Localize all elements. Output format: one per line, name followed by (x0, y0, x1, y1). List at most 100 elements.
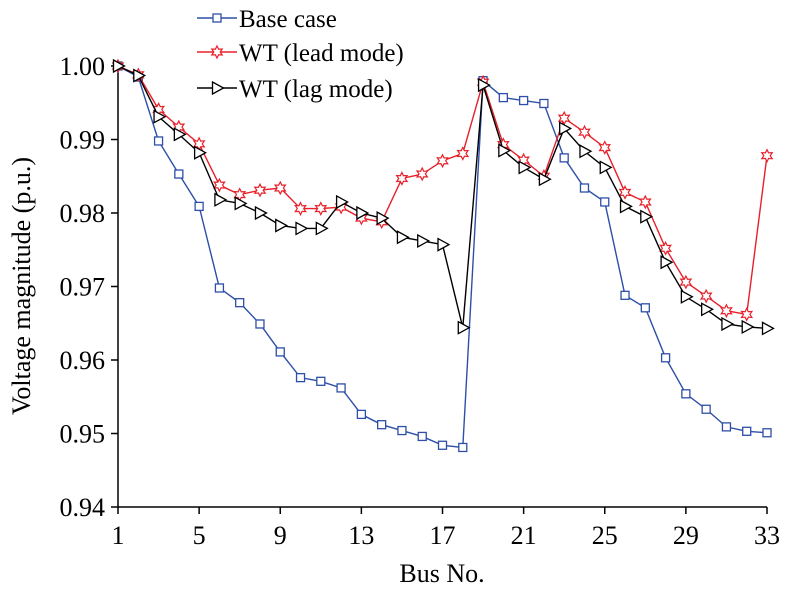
data-point-wt-lag-mode (761, 321, 775, 336)
series-wt-lead-mode (111, 58, 774, 322)
data-point-wt-lag-mode (477, 78, 491, 93)
data-point-wt-lag-mode (133, 68, 147, 83)
x-tick-label: 9 (274, 521, 287, 550)
data-point-base-case (397, 425, 407, 436)
series-wt-lag-mode (112, 58, 775, 336)
data-point-base-case (336, 383, 346, 393)
data-point-wt-lag-mode (335, 194, 349, 210)
data-point-base-case (681, 389, 691, 399)
data-point-wt-lead-mode (679, 274, 693, 290)
data-point-base-case (640, 303, 650, 313)
data-point-wt-lag-mode (214, 192, 228, 207)
data-point-base-case (660, 353, 671, 363)
x-tick-label: 21 (511, 521, 537, 550)
data-point-base-case (356, 409, 367, 420)
y-tick-label: 1.00 (60, 52, 106, 81)
legend-item-base-case: Base case (197, 6, 337, 33)
data-point-base-case (742, 426, 752, 436)
data-point-wt-lead-mode (618, 185, 632, 200)
data-point-base-case (194, 201, 204, 212)
data-point-base-case (539, 98, 549, 109)
data-point-wt-lag-mode (254, 205, 268, 221)
tick-marks (111, 65, 768, 514)
data-point-wt-lag-mode (295, 221, 309, 236)
data-point-wt-lead-mode (213, 177, 226, 193)
y-tick-label: 0.96 (60, 346, 106, 375)
data-point-wt-lag-mode (153, 109, 167, 124)
data-point-base-case (377, 420, 387, 430)
series-line-base-case (117, 65, 768, 449)
data-point-base-case (458, 442, 468, 453)
legend-item-wt-lead-mode: WT (lead mode) (197, 40, 404, 67)
data-point-wt-lag-mode (173, 127, 187, 142)
x-tick-label: 29 (673, 521, 699, 550)
data-point-wt-lag-mode (701, 302, 715, 317)
data-point-base-case (275, 347, 285, 357)
data-point-wt-lag-mode (599, 160, 613, 175)
legend-marker (210, 44, 224, 60)
data-point-wt-lag-mode (417, 233, 431, 249)
data-point-base-case (518, 95, 529, 106)
data-point-wt-lead-mode (294, 201, 307, 216)
data-point-base-case (174, 169, 184, 179)
data-point-base-case (214, 283, 225, 293)
legend-marker (211, 80, 225, 96)
data-point-wt-lead-mode (760, 148, 774, 164)
data-point-wt-lead-mode (598, 140, 612, 155)
data-point-wt-lag-mode (721, 316, 735, 332)
data-point-wt-lag-mode (376, 211, 390, 226)
x-tick-label: 5 (193, 521, 206, 550)
data-point-wt-lead-mode (415, 166, 429, 182)
data-point-wt-lag-mode (619, 199, 633, 214)
x-tick-label: 25 (592, 521, 618, 550)
data-point-wt-lead-mode (436, 153, 449, 169)
data-point-wt-lead-mode (273, 180, 287, 196)
data-point-base-case (437, 440, 448, 450)
x-tick-label: 13 (348, 521, 374, 550)
data-point-base-case (153, 136, 164, 146)
data-point-wt-lag-mode (741, 319, 755, 335)
legend: Base case WT (lead mode) WT (lag mode) (197, 6, 404, 103)
data-point-base-case (701, 404, 711, 414)
data-point-base-case (295, 372, 306, 383)
data-point-wt-lag-mode (518, 160, 532, 175)
series-base-case (113, 61, 772, 453)
y-tick-label: 0.95 (60, 420, 106, 449)
data-point-wt-lag-mode (579, 144, 593, 159)
data-point-wt-lag-mode (660, 255, 674, 270)
y-axis-title: Voltage magnitude (p.u.) (7, 157, 36, 415)
data-point-wt-lag-mode (640, 209, 654, 224)
data-point-base-case (417, 431, 427, 442)
data-point-wt-lead-mode (314, 201, 328, 216)
data-point-wt-lag-mode (193, 145, 207, 160)
data-point-wt-lead-mode (395, 171, 409, 186)
x-tick-label: 17 (430, 521, 456, 550)
data-point-wt-lag-mode (275, 218, 289, 233)
series-group (111, 58, 775, 453)
data-point-wt-lag-mode (559, 121, 573, 136)
data-point-wt-lead-mode (720, 303, 733, 319)
data-point-base-case (255, 319, 265, 329)
data-point-wt-lag-mode (396, 230, 410, 245)
data-point-wt-lag-mode (680, 289, 694, 304)
y-tick-label: 0.99 (60, 126, 106, 155)
data-point-wt-lag-mode (498, 143, 512, 158)
data-point-base-case (721, 422, 732, 432)
data-point-base-case (498, 92, 508, 103)
legend-item-wt-lag-mode: WT (lag mode) (197, 76, 393, 103)
data-point-base-case (235, 298, 245, 308)
data-point-wt-lead-mode (740, 307, 754, 322)
data-point-wt-lead-mode (578, 124, 591, 140)
data-point-wt-lag-mode (234, 196, 248, 211)
data-point-wt-lag-mode (538, 172, 552, 187)
data-point-wt-lag-mode (437, 237, 451, 252)
y-tick-label: 0.98 (60, 199, 106, 228)
legend-label: WT (lead mode) (239, 40, 404, 67)
data-point-base-case (579, 183, 590, 193)
data-point-base-case (559, 153, 569, 163)
legend-marker (212, 13, 222, 23)
legend-label: Base case (239, 6, 337, 33)
data-point-wt-lead-mode (456, 146, 470, 161)
x-tick-label: 1 (112, 521, 125, 550)
